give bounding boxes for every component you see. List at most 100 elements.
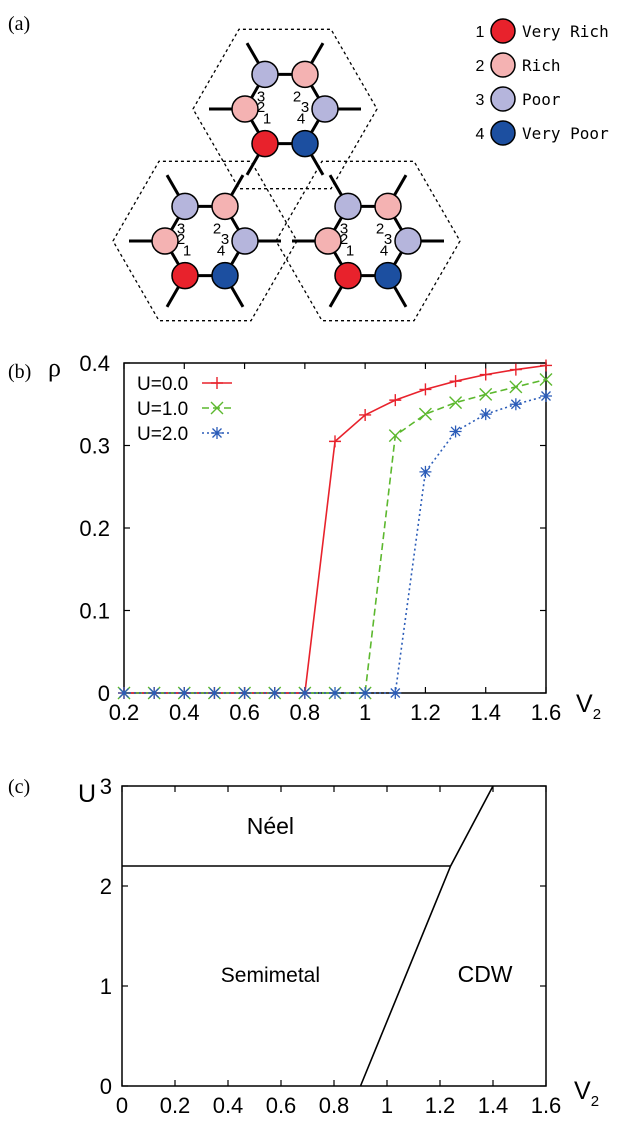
- chart-c-ylabel: U: [78, 780, 96, 808]
- site-number: 2: [257, 99, 265, 116]
- data-point: [539, 373, 553, 386]
- phase-boundary: [449, 785, 494, 867]
- data-point: [479, 408, 492, 421]
- chart-b-ylabel: ρ: [48, 353, 61, 382]
- data-point: [449, 425, 462, 438]
- site-number: 3: [301, 99, 309, 116]
- lattice-site-3: [251, 60, 279, 89]
- site-number: 2: [376, 220, 384, 237]
- data-point: [389, 394, 402, 407]
- legend-entry: U=0.0: [137, 374, 188, 395]
- chart-c-xlabel: V2: [574, 1077, 599, 1110]
- legend-number: 1: [476, 24, 485, 41]
- y-tick-label: 0: [100, 1074, 112, 1099]
- data-point: [419, 465, 432, 478]
- lattice-site-2: [231, 95, 259, 123]
- legend-swatch: [490, 120, 516, 146]
- data-point: [388, 429, 402, 443]
- x-tick-label: 0.4: [213, 1093, 244, 1118]
- lattice-site-1: [251, 129, 279, 158]
- site-number: 1: [346, 243, 354, 260]
- site-number: 4: [217, 243, 225, 260]
- region-label: CDW: [458, 961, 513, 987]
- x-tick-label: 1.4: [478, 1093, 509, 1118]
- lattice-site-3: [311, 95, 339, 123]
- phase-boundary: [359, 865, 452, 1087]
- lattice-site-2: [374, 192, 402, 221]
- data-point: [540, 390, 552, 402]
- x-tick-label: 1.4: [470, 700, 501, 725]
- site-number: 3: [384, 231, 392, 248]
- data-point: [211, 427, 223, 439]
- data-point: [329, 687, 341, 699]
- data-point: [359, 687, 372, 699]
- y-tick-label: 0.4: [79, 351, 110, 376]
- data-point: [449, 396, 463, 410]
- lattice-site-3: [394, 227, 422, 255]
- lattice-site-3: [231, 227, 259, 255]
- data-point: [208, 687, 221, 699]
- unit-cell-outline: [112, 160, 298, 322]
- site-number: 2: [177, 231, 185, 248]
- data-point: [509, 380, 523, 394]
- site-number: 4: [380, 243, 388, 260]
- site-number: 4: [297, 111, 305, 128]
- x-tick-label: 1.6: [531, 700, 562, 725]
- data-point: [298, 687, 311, 699]
- lattice-site-3: [171, 192, 199, 221]
- lattice-site-4: [291, 129, 319, 158]
- data-point: [238, 687, 251, 699]
- x-tick-label: 1.2: [410, 700, 441, 725]
- y-tick-label: 0.2: [79, 516, 110, 541]
- panel-label-b: (b): [8, 361, 31, 383]
- y-tick-label: 0.3: [79, 434, 110, 459]
- x-tick-label: 0.2: [109, 700, 140, 725]
- data-point: [118, 687, 130, 699]
- panel-label-c: (c): [8, 776, 30, 798]
- lattice-site-4: [211, 261, 239, 290]
- lattice-site-1: [334, 261, 362, 290]
- site-number: 1: [183, 243, 191, 260]
- data-point: [449, 375, 462, 388]
- x-tick-label: 0.8: [319, 1093, 350, 1118]
- lattice-legend: 1 Very Rich 2 Rich 3 Poor 4 Very Poor: [476, 18, 609, 146]
- x-tick-label: 1: [359, 700, 371, 725]
- data-point: [329, 435, 341, 448]
- site-number: 2: [340, 231, 348, 248]
- legend-entry: U=1.0: [137, 399, 188, 420]
- x-tick-label: 1.2: [425, 1093, 456, 1118]
- y-tick-label: 0.1: [79, 599, 110, 624]
- site-number: 3: [221, 231, 229, 248]
- legend-swatch: [490, 52, 516, 78]
- y-tick-label: 1: [100, 974, 112, 999]
- legend-label: Very Rich: [522, 22, 609, 41]
- site-number: 3: [257, 88, 265, 105]
- chart-b-xlabel: V2: [576, 690, 601, 723]
- lattice-site-4: [374, 261, 402, 290]
- x-tick-label: 1.6: [531, 1093, 562, 1118]
- phase-diagram: 0 0.2 0.4 0.6 0.8 1 1.2 1.4 1.6 0 1 2 3 Néel Semimetal…: [100, 774, 562, 1118]
- density-chart: 0.2 0.4 0.6 0.8 1 1.2 1.4 1.6 0 0.1 0.2 0.3 0.4 U=0.0…: [79, 351, 561, 725]
- data-point: [479, 387, 493, 401]
- site-number: 3: [177, 220, 185, 237]
- legend-label: Rich: [522, 56, 561, 75]
- legend-swatch: [490, 18, 516, 44]
- unit-cell-outline: [192, 28, 378, 190]
- data-point: [148, 687, 161, 699]
- chart-c-frame: [121, 785, 547, 1087]
- x-tick-label: 1: [381, 1093, 393, 1118]
- data-point: [509, 398, 522, 411]
- data-point: [479, 368, 492, 381]
- region-label: Néel: [247, 813, 294, 839]
- x-tick-label: 0.6: [266, 1093, 297, 1118]
- data-point: [211, 377, 223, 389]
- legend-label: Poor: [522, 90, 561, 109]
- site-number: 1: [263, 111, 271, 128]
- lattice-site-2: [211, 192, 239, 221]
- site-number: 2: [293, 88, 301, 105]
- data-point: [359, 408, 372, 421]
- lattice-site-1: [171, 261, 199, 290]
- data-point: [389, 687, 402, 699]
